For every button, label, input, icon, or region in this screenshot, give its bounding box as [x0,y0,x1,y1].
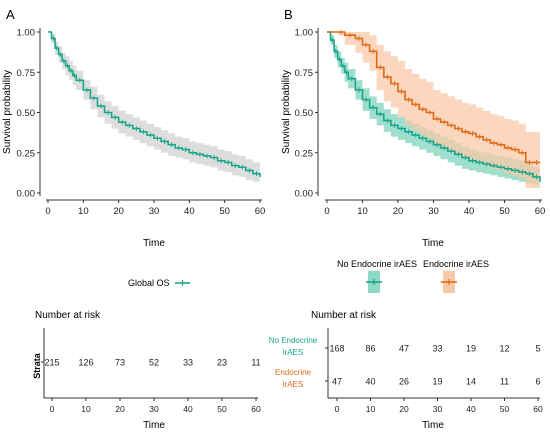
panel-b-x-tick-label: 0 [324,206,329,217]
risk-count-cell: 126 [78,358,93,368]
panel-b-risk-row-labels: No Endocrine irAES Endocrine irAES [269,336,318,389]
risk-count-cell: 11 [251,358,260,368]
panel-a-y-tick-label: 0.00 [17,189,36,200]
panel-a-x-tick-label: 40 [184,206,195,217]
panel-b-risk-table: 0 10 20 30 40 50 60 168 86 47 33 19 12 5 47 40 26 19 14 11 6 [325,328,543,414]
panel-b-x-tick-label: 60 [535,206,546,217]
risk-count-cell: 19 [466,344,476,354]
panel-b-risk-x-tick-label: 10 [366,404,376,414]
legend-endocrine-label: Endocrine irAES [423,259,489,269]
risk-row-label-endocrine-line1: Endocrine [275,368,312,377]
risk-count-cell: 14 [466,377,476,387]
panel-b-risk-x-tick-label: 60 [533,404,543,414]
panel-b-risk-x-tick-label: 0 [335,404,340,414]
panel-a-x-label: Time [143,238,165,249]
panel-a-x-tick-label: 0 [45,206,50,217]
survival-curve-no-endocrine-iraes [327,31,541,182]
panel-label-b: B [284,7,293,22]
panel-b-risk-x-tick-label: 20 [399,404,409,414]
panel-a-legend: Global OS [128,278,190,288]
risk-count-cell: 11 [500,377,509,387]
risk-count-cell: 26 [399,377,409,387]
panel-a-risk-table: 0 10 20 30 40 50 60 215 126 73 52 33 23 11 [41,328,261,414]
panel-a-y-tick-label: 0.25 [17,148,36,159]
panel-a-y-label: Survival probability [2,70,13,154]
panel-b-risk-x-tick-label: 50 [500,404,510,414]
risk-count-cell: 47 [332,377,342,387]
panel-b-risk-x-label: Time [422,420,444,431]
panel-a-y-tick-label: 1.00 [17,28,36,39]
panel-a-y-tick-label: 0.75 [17,68,36,79]
panel-b-y-tick-label: 0.75 [295,68,314,79]
risk-row-label-no-endocrine-line1: No Endocrine [269,336,318,345]
panel-b-x-tick-label: 30 [428,206,439,217]
panel-a-risk-strata-label: Strata [32,352,42,379]
risk-count-cell: 86 [365,344,375,354]
panel-a-x-tick-label: 10 [78,206,89,217]
panel-a-plot: 0.00 0.25 0.50 0.75 1.00 0 10 20 30 40 50 60 [17,28,266,218]
panel-b-y-tick-label: 0.00 [295,189,314,200]
panel-a-risk-x-tick-label: 50 [217,404,227,414]
panel-b-y-label: Survival probability [281,70,292,154]
risk-count-cell: 168 [329,344,344,354]
panel-b-y-tick-label: 0.25 [295,148,314,159]
panel-a-risk-x-tick-label: 40 [183,404,193,414]
survival-curve-global-os [48,31,261,177]
panel-a-risk-x-tick-label: 20 [115,404,125,414]
risk-count-cell: 6 [535,377,540,387]
panel-a-x-tick-label: 20 [113,206,124,217]
panel-b-risk-title: Number at risk [311,310,377,321]
panel-a-risk-x-label: Time [143,420,165,431]
panel-b-legend: No Endocrine irAES Endocrine irAES [337,259,489,293]
panel-b-y-tick-label: 1.00 [295,28,314,39]
panel-a-risk-title: Number at risk [35,310,101,321]
risk-count-cell: 47 [399,344,409,354]
panel-a-risk-x-tick-label: 60 [251,404,261,414]
risk-count-cell: 33 [183,358,193,368]
panel-b-x-tick-label: 20 [393,206,404,217]
panel-a-x-tick-label: 60 [255,206,266,217]
panel-b-risk-x-tick-label: 30 [433,404,443,414]
panel-a-y-tick-label: 0.50 [17,108,36,119]
panel-b-risk-x-tick-label: 40 [466,404,476,414]
risk-count-cell: 215 [44,358,59,368]
risk-count-cell: 52 [149,358,159,368]
panel-b-x-tick-label: 10 [357,206,368,217]
legend-global-os-label: Global OS [128,278,170,288]
risk-count-cell: 73 [115,358,125,368]
risk-count-cell: 5 [535,344,540,354]
panel-a-risk-x-tick-label: 10 [81,404,91,414]
ci-band-endocrine-iraes [327,32,540,189]
panel-b-plot: 0.00 0.25 0.50 0.75 1.00 0 10 20 30 40 50 60 [295,28,546,218]
risk-count-cell: 33 [432,344,442,354]
panel-a-x-tick-label: 50 [219,206,230,217]
risk-count-cell: 40 [365,377,375,387]
panel-b-x-tick-label: 40 [464,206,475,217]
risk-row-label-no-endocrine-line2: irAES [283,348,303,357]
risk-count-cell: 23 [217,358,227,368]
risk-row-label-endocrine-line2: irAES [283,380,303,389]
panel-b-y-tick-label: 0.50 [295,108,314,119]
panel-b-x-label: Time [422,238,444,249]
legend-no-endocrine-label: No Endocrine irAES [337,259,417,269]
panel-a-x-tick-label: 30 [149,206,160,217]
panel-b-x-tick-label: 50 [499,206,510,217]
risk-count-cell: 12 [499,344,509,354]
panel-a-risk-x-tick-label: 30 [149,404,159,414]
panel-a-risk-x-tick-label: 0 [50,404,55,414]
risk-count-cell: 19 [432,377,442,387]
ci-band-global-os [48,32,260,185]
panel-label-a: A [6,7,15,22]
